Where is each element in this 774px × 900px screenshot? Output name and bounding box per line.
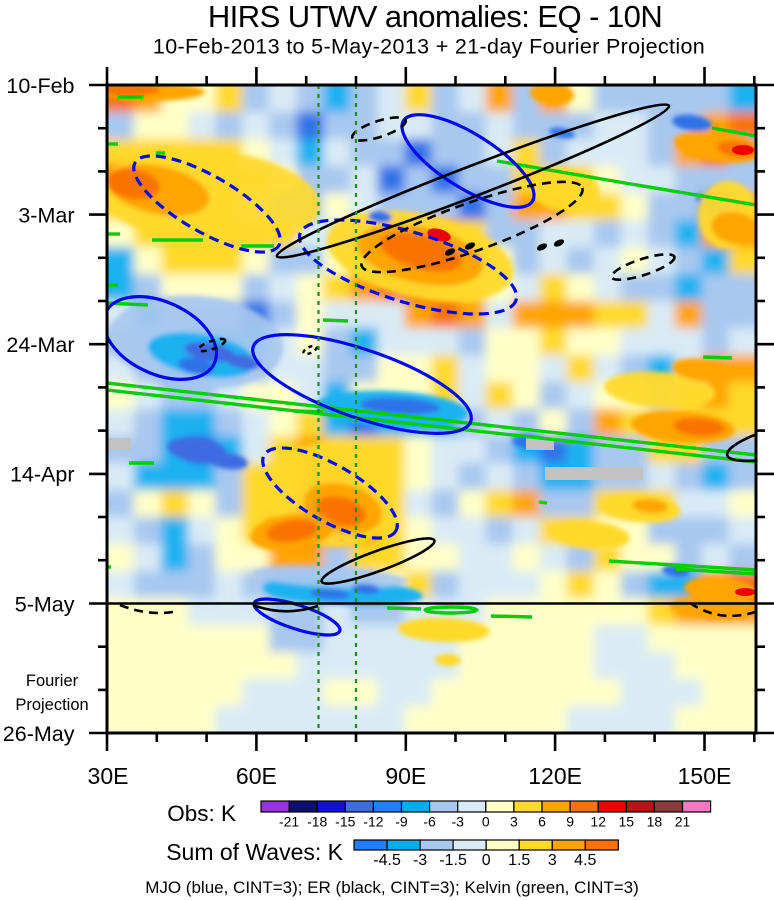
svg-text:10-Feb: 10-Feb <box>6 74 74 98</box>
svg-text:4.5: 4.5 <box>574 852 596 869</box>
svg-text:90E: 90E <box>385 763 426 789</box>
svg-text:-21: -21 <box>279 814 299 830</box>
svg-text:18: 18 <box>647 814 663 830</box>
svg-text:3: 3 <box>510 814 518 830</box>
svg-text:-3: -3 <box>413 852 427 869</box>
svg-text:15: 15 <box>619 814 635 830</box>
svg-text:0: 0 <box>482 814 490 830</box>
svg-text:5-May: 5-May <box>15 592 75 616</box>
svg-text:10-Feb-2013 to 5-May-2013 + 21: 10-Feb-2013 to 5-May-2013 + 21-day Fouri… <box>153 35 705 59</box>
svg-text:9: 9 <box>566 814 574 830</box>
svg-text:14-Apr: 14-Apr <box>10 463 75 487</box>
svg-text:12: 12 <box>590 814 606 830</box>
svg-text:Sum of Waves: K: Sum of Waves: K <box>166 839 343 865</box>
svg-text:120E: 120E <box>528 763 582 789</box>
svg-text:-18: -18 <box>307 814 327 830</box>
svg-text:-4.5: -4.5 <box>373 852 401 869</box>
svg-text:3: 3 <box>548 852 557 869</box>
svg-text:Obs: K: Obs: K <box>167 801 236 826</box>
svg-text:26-May: 26-May <box>3 722 75 746</box>
svg-text:-15: -15 <box>335 814 355 830</box>
svg-text:MJO (blue, CINT=3); ER (black,: MJO (blue, CINT=3); ER (black, CINT=3); … <box>145 878 639 897</box>
svg-text:-3: -3 <box>451 814 464 830</box>
svg-text:1.5: 1.5 <box>508 852 530 869</box>
svg-text:Fourier: Fourier <box>26 672 79 690</box>
svg-text:-12: -12 <box>363 814 383 830</box>
svg-text:-9: -9 <box>395 814 408 830</box>
svg-text:0: 0 <box>482 852 491 869</box>
svg-text:-1.5: -1.5 <box>439 852 467 869</box>
svg-text:6: 6 <box>538 814 546 830</box>
svg-text:HIRS UTWV anomalies: EQ - 10N: HIRS UTWV anomalies: EQ - 10N <box>208 0 662 34</box>
svg-text:21: 21 <box>675 814 691 830</box>
svg-text:150E: 150E <box>678 763 732 789</box>
svg-text:60E: 60E <box>236 763 277 789</box>
svg-text:30E: 30E <box>88 763 129 789</box>
svg-text:-6: -6 <box>423 814 436 830</box>
svg-text:24-Mar: 24-Mar <box>6 333 74 357</box>
svg-text:Projection: Projection <box>15 696 88 714</box>
svg-text:3-Mar: 3-Mar <box>18 203 74 227</box>
